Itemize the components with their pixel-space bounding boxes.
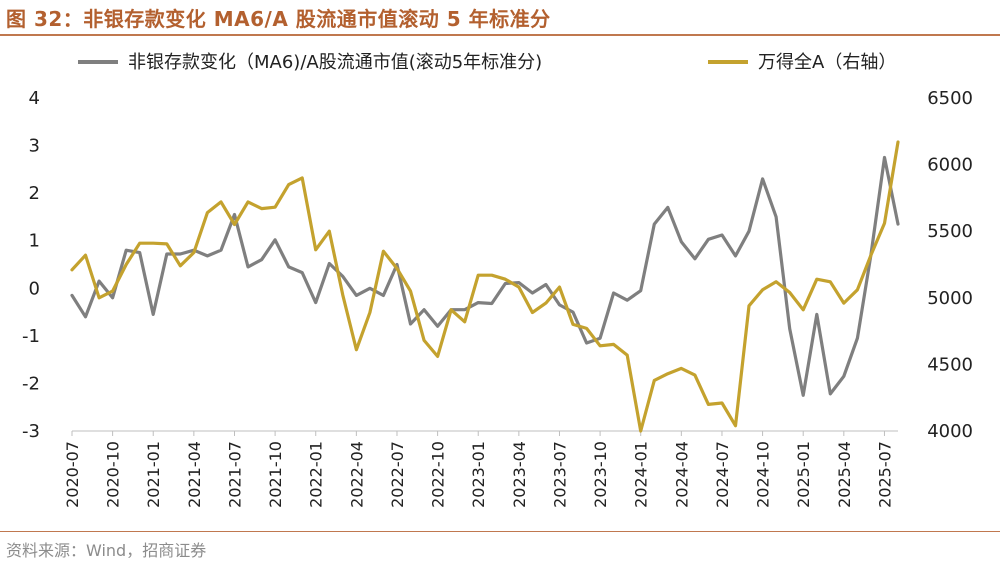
x-tick-label: 2024-01 (632, 441, 651, 508)
source-note: 资料来源：Wind，招商证券 (6, 541, 207, 560)
footer-divider (0, 531, 1000, 532)
x-axis: 2020-07 2020-10 2021-01 2021-04 2021-07 2021-… (63, 430, 898, 508)
x-tick-label: 2021-01 (144, 441, 163, 508)
x-tick-label: 2021-07 (225, 441, 244, 508)
legend-label-wind-a: 万得全A（右轴） (758, 52, 896, 73)
right-y-tick-label: 6000 (927, 155, 973, 176)
right-y-axis: 4000 4500 5000 5500 6000 6500 (927, 88, 973, 442)
x-tick-label: 2022-10 (429, 441, 448, 508)
left-y-tick-label: 3 (29, 136, 40, 157)
left-y-tick-label: -2 (22, 373, 40, 394)
x-tick-label: 2022-01 (307, 441, 326, 508)
x-tick-label: 2025-04 (835, 441, 854, 508)
left-y-tick-label: -1 (22, 326, 40, 347)
x-tick-label: 2024-10 (754, 441, 773, 508)
left-y-tick-label: 4 (29, 88, 40, 109)
x-tick-label: 2023-10 (591, 441, 610, 508)
series-line-wind-a (70, 140, 900, 433)
left-y-tick-label: -3 (22, 421, 40, 442)
left-y-tick-label: 2 (29, 183, 40, 204)
series-layer (70, 140, 900, 433)
left-y-axis: -3 -2 -1 0 1 2 3 4 (22, 88, 40, 442)
title-divider (0, 34, 1000, 36)
x-tick-label: 2021-10 (266, 441, 285, 508)
left-y-tick-label: 0 (29, 278, 40, 299)
x-tick-label: 2022-07 (388, 441, 407, 508)
line-chart: 非银存款变化（MA6)/A股流通市值(滚动5年标准分) 万得全A（右轴） -3-… (22, 52, 973, 508)
x-tick-label: 2020-10 (104, 441, 123, 508)
x-tick-label: 2025-01 (794, 441, 813, 508)
series-line-deposit-zscore (70, 155, 900, 397)
x-tick-label: 2023-01 (469, 441, 488, 508)
right-y-tick-label: 5000 (927, 288, 973, 309)
right-y-tick-label: 6500 (927, 88, 973, 109)
x-tick-label: 2024-07 (713, 441, 732, 508)
right-y-tick-label: 4500 (927, 354, 973, 375)
x-tick-label: 2024-04 (672, 441, 691, 508)
x-tick-label: 2023-07 (550, 441, 569, 508)
right-y-tick-label: 5500 (927, 221, 973, 242)
legend: 非银存款变化（MA6)/A股流通市值(滚动5年标准分) 万得全A（右轴） (78, 52, 896, 73)
x-tick-label: 2025-07 (875, 441, 894, 508)
right-y-tick-label: 4000 (927, 421, 973, 442)
x-tick-label: 2021-04 (185, 441, 204, 508)
x-tick-label: 2023-04 (510, 441, 529, 508)
x-tick-label: 2020-07 (63, 441, 82, 508)
legend-label-deposit-zscore: 非银存款变化（MA6)/A股流通市值(滚动5年标准分) (128, 52, 542, 73)
figure-title: 图 32：非银存款变化 MA6/A 股流通市值滚动 5 年标准分 (6, 7, 551, 31)
left-y-tick-label: 1 (29, 231, 40, 252)
x-tick-label: 2022-04 (347, 441, 366, 508)
